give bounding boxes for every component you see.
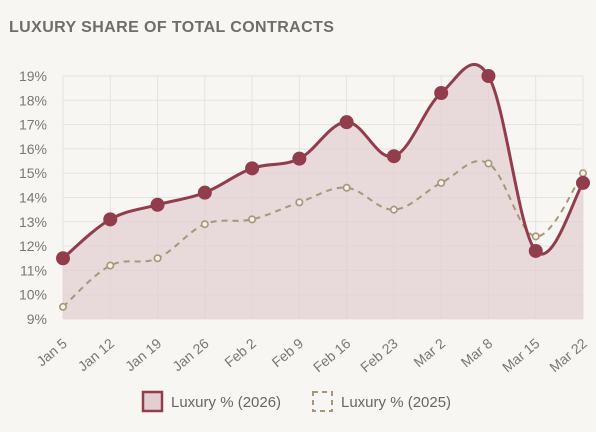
x-axis-labels: Jan 5 Jan 12 Jan 19 Jan 26 Feb 2 Feb 9 Feb 16 F… <box>33 335 590 375</box>
x-tick-label: Feb 2 <box>221 335 259 370</box>
x-tick-label: Jan 19 <box>122 335 165 374</box>
point-2025 <box>106 261 115 270</box>
y-axis-labels: 9% 10% 11% 12% 13% 14% 15% 16% 17% 18% 19% <box>19 68 47 327</box>
point-2025 <box>389 205 398 214</box>
point-2025 <box>295 198 304 207</box>
point-2026 <box>339 115 354 130</box>
point-2026 <box>576 175 590 190</box>
area-2026 <box>63 64 583 319</box>
point-2026 <box>197 185 212 200</box>
legend-label-2026: Luxury % (2026) <box>171 394 281 411</box>
chart-title: LUXURY SHARE OF TOTAL CONTRACTS <box>9 19 335 36</box>
point-2025 <box>437 178 446 187</box>
y-tick-label: 15% <box>19 165 47 181</box>
x-tick-label: Jan 26 <box>169 335 212 374</box>
series-layer <box>56 62 590 319</box>
x-tick-label: Feb 9 <box>269 335 307 370</box>
x-tick-label: Feb 16 <box>310 335 354 375</box>
y-tick-label: 13% <box>19 214 47 230</box>
x-tick-label: Mar 8 <box>458 335 496 370</box>
point-2026 <box>434 86 449 101</box>
y-tick-label: 11% <box>20 262 47 278</box>
point-2026 <box>245 161 260 176</box>
y-tick-label: 17% <box>19 117 47 133</box>
x-tick-label: Mar 2 <box>410 335 448 370</box>
y-tick-label: 10% <box>19 287 47 303</box>
y-tick-label: 16% <box>19 141 47 157</box>
point-2025 <box>248 215 257 224</box>
legend-swatch-2026 <box>141 390 164 413</box>
point-2025 <box>200 220 209 229</box>
legend-label-2025: Luxury % (2025) <box>341 394 451 411</box>
point-2026 <box>150 197 165 212</box>
legend: Luxury % (2026) Luxury % (2025) <box>141 390 451 413</box>
x-tick-label: Feb 23 <box>357 335 401 375</box>
x-tick-label: Jan 12 <box>75 335 118 374</box>
point-2025 <box>531 232 540 241</box>
point-2026 <box>56 251 70 266</box>
y-tick-label: 9% <box>27 311 47 327</box>
x-tick-label: Mar 22 <box>546 335 590 375</box>
point-2025 <box>153 254 162 263</box>
point-2026 <box>292 151 307 166</box>
y-tick-label: 14% <box>19 190 47 206</box>
point-2026 <box>528 243 543 258</box>
point-2025 <box>342 183 351 192</box>
point-2025 <box>578 169 587 178</box>
y-tick-label: 12% <box>19 238 47 254</box>
point-2026 <box>481 69 496 83</box>
y-tick-label: 18% <box>19 92 47 108</box>
legend-swatch-2025 <box>312 391 333 412</box>
point-2025 <box>484 159 493 168</box>
point-2026 <box>103 212 118 227</box>
y-tick-label: 19% <box>19 68 47 84</box>
point-2026 <box>386 149 401 164</box>
point-2025 <box>58 302 67 311</box>
x-tick-label: Jan 5 <box>33 335 70 369</box>
x-tick-label: Mar 15 <box>499 335 543 375</box>
